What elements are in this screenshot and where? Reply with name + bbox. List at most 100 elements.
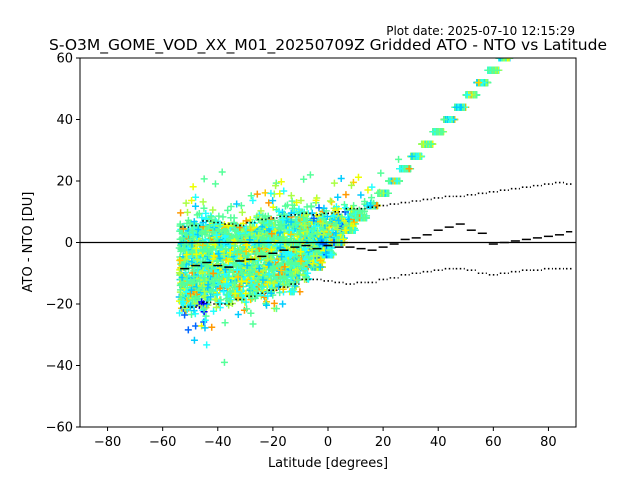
data-point [247, 309, 255, 317]
data-point [181, 311, 189, 319]
data-point [221, 270, 229, 278]
data-point [187, 290, 195, 298]
data-point [192, 202, 200, 210]
data-point [189, 227, 197, 235]
data-point [209, 206, 217, 214]
data-point [209, 269, 217, 277]
data-point [204, 281, 212, 289]
data-point [209, 228, 217, 236]
data-point [248, 294, 256, 302]
data-point [176, 286, 184, 294]
data-point [205, 271, 213, 279]
data-point [249, 197, 257, 205]
data-point [190, 307, 198, 315]
data-point [184, 326, 192, 334]
data-point [178, 229, 186, 237]
data-point [238, 208, 246, 216]
data-point [234, 311, 242, 319]
data-point [234, 294, 242, 302]
data-point [176, 309, 184, 317]
data-point [248, 277, 256, 285]
data-point [200, 305, 208, 313]
data-point [184, 208, 192, 216]
data-point [231, 242, 239, 250]
data-point [203, 341, 211, 349]
data-point [243, 305, 251, 313]
data-point [218, 168, 226, 176]
data-point [207, 293, 215, 301]
data-point [181, 304, 189, 312]
data-point [220, 250, 228, 258]
data-point [189, 233, 197, 241]
data-point [226, 249, 234, 257]
data-point [233, 200, 241, 208]
data-point [202, 209, 210, 217]
data-points-layer [175, 58, 514, 366]
data-point [193, 211, 201, 219]
data-point [201, 316, 209, 324]
data-point [230, 283, 238, 291]
data-point [216, 299, 224, 307]
data-point [234, 273, 242, 281]
data-point [198, 214, 206, 222]
data-point [223, 280, 231, 288]
data-point [186, 302, 194, 310]
data-point [233, 248, 241, 256]
data-point [241, 231, 249, 239]
data-point [224, 257, 232, 265]
data-point [191, 310, 199, 318]
data-point [247, 192, 255, 200]
data-point [192, 193, 200, 201]
data-point [212, 231, 220, 239]
data-point [216, 285, 224, 293]
data-point [247, 285, 255, 293]
data-point [242, 289, 250, 297]
data-point [190, 267, 198, 275]
data-point [247, 296, 255, 304]
data-point [200, 245, 208, 253]
data-point [220, 239, 228, 247]
data-point [219, 288, 227, 296]
data-point [233, 266, 241, 274]
data-point [246, 271, 254, 279]
data-point [179, 245, 187, 253]
data-point [180, 281, 188, 289]
data-point [176, 235, 184, 243]
data-point [242, 217, 250, 225]
data-point [237, 202, 245, 210]
data-point [189, 183, 197, 191]
data-point [224, 206, 232, 214]
data-point [187, 286, 195, 294]
data-point [201, 231, 209, 239]
data-point [184, 216, 192, 224]
data-point [231, 290, 239, 298]
data-point [183, 251, 191, 259]
data-point [200, 175, 208, 183]
data-point [188, 196, 196, 204]
data-point [192, 293, 200, 301]
data-point [224, 222, 232, 230]
data-point [193, 263, 201, 271]
data-point [213, 257, 221, 265]
data-point [209, 287, 217, 295]
data-point [199, 218, 207, 226]
data-point [207, 213, 215, 221]
data-point [215, 212, 223, 220]
data-point [242, 247, 250, 255]
data-point [179, 298, 187, 306]
data-point [177, 209, 185, 217]
data-point [210, 252, 218, 260]
data-point [249, 320, 257, 328]
data-point [188, 279, 196, 287]
data-point [198, 268, 206, 276]
data-point [238, 270, 246, 278]
data-point [220, 358, 228, 366]
data-point [232, 227, 240, 235]
data-point [243, 261, 251, 269]
data-point [227, 214, 235, 222]
data-point [183, 220, 191, 228]
data-point [176, 256, 184, 264]
data-point [248, 257, 256, 265]
data-point [199, 274, 207, 282]
